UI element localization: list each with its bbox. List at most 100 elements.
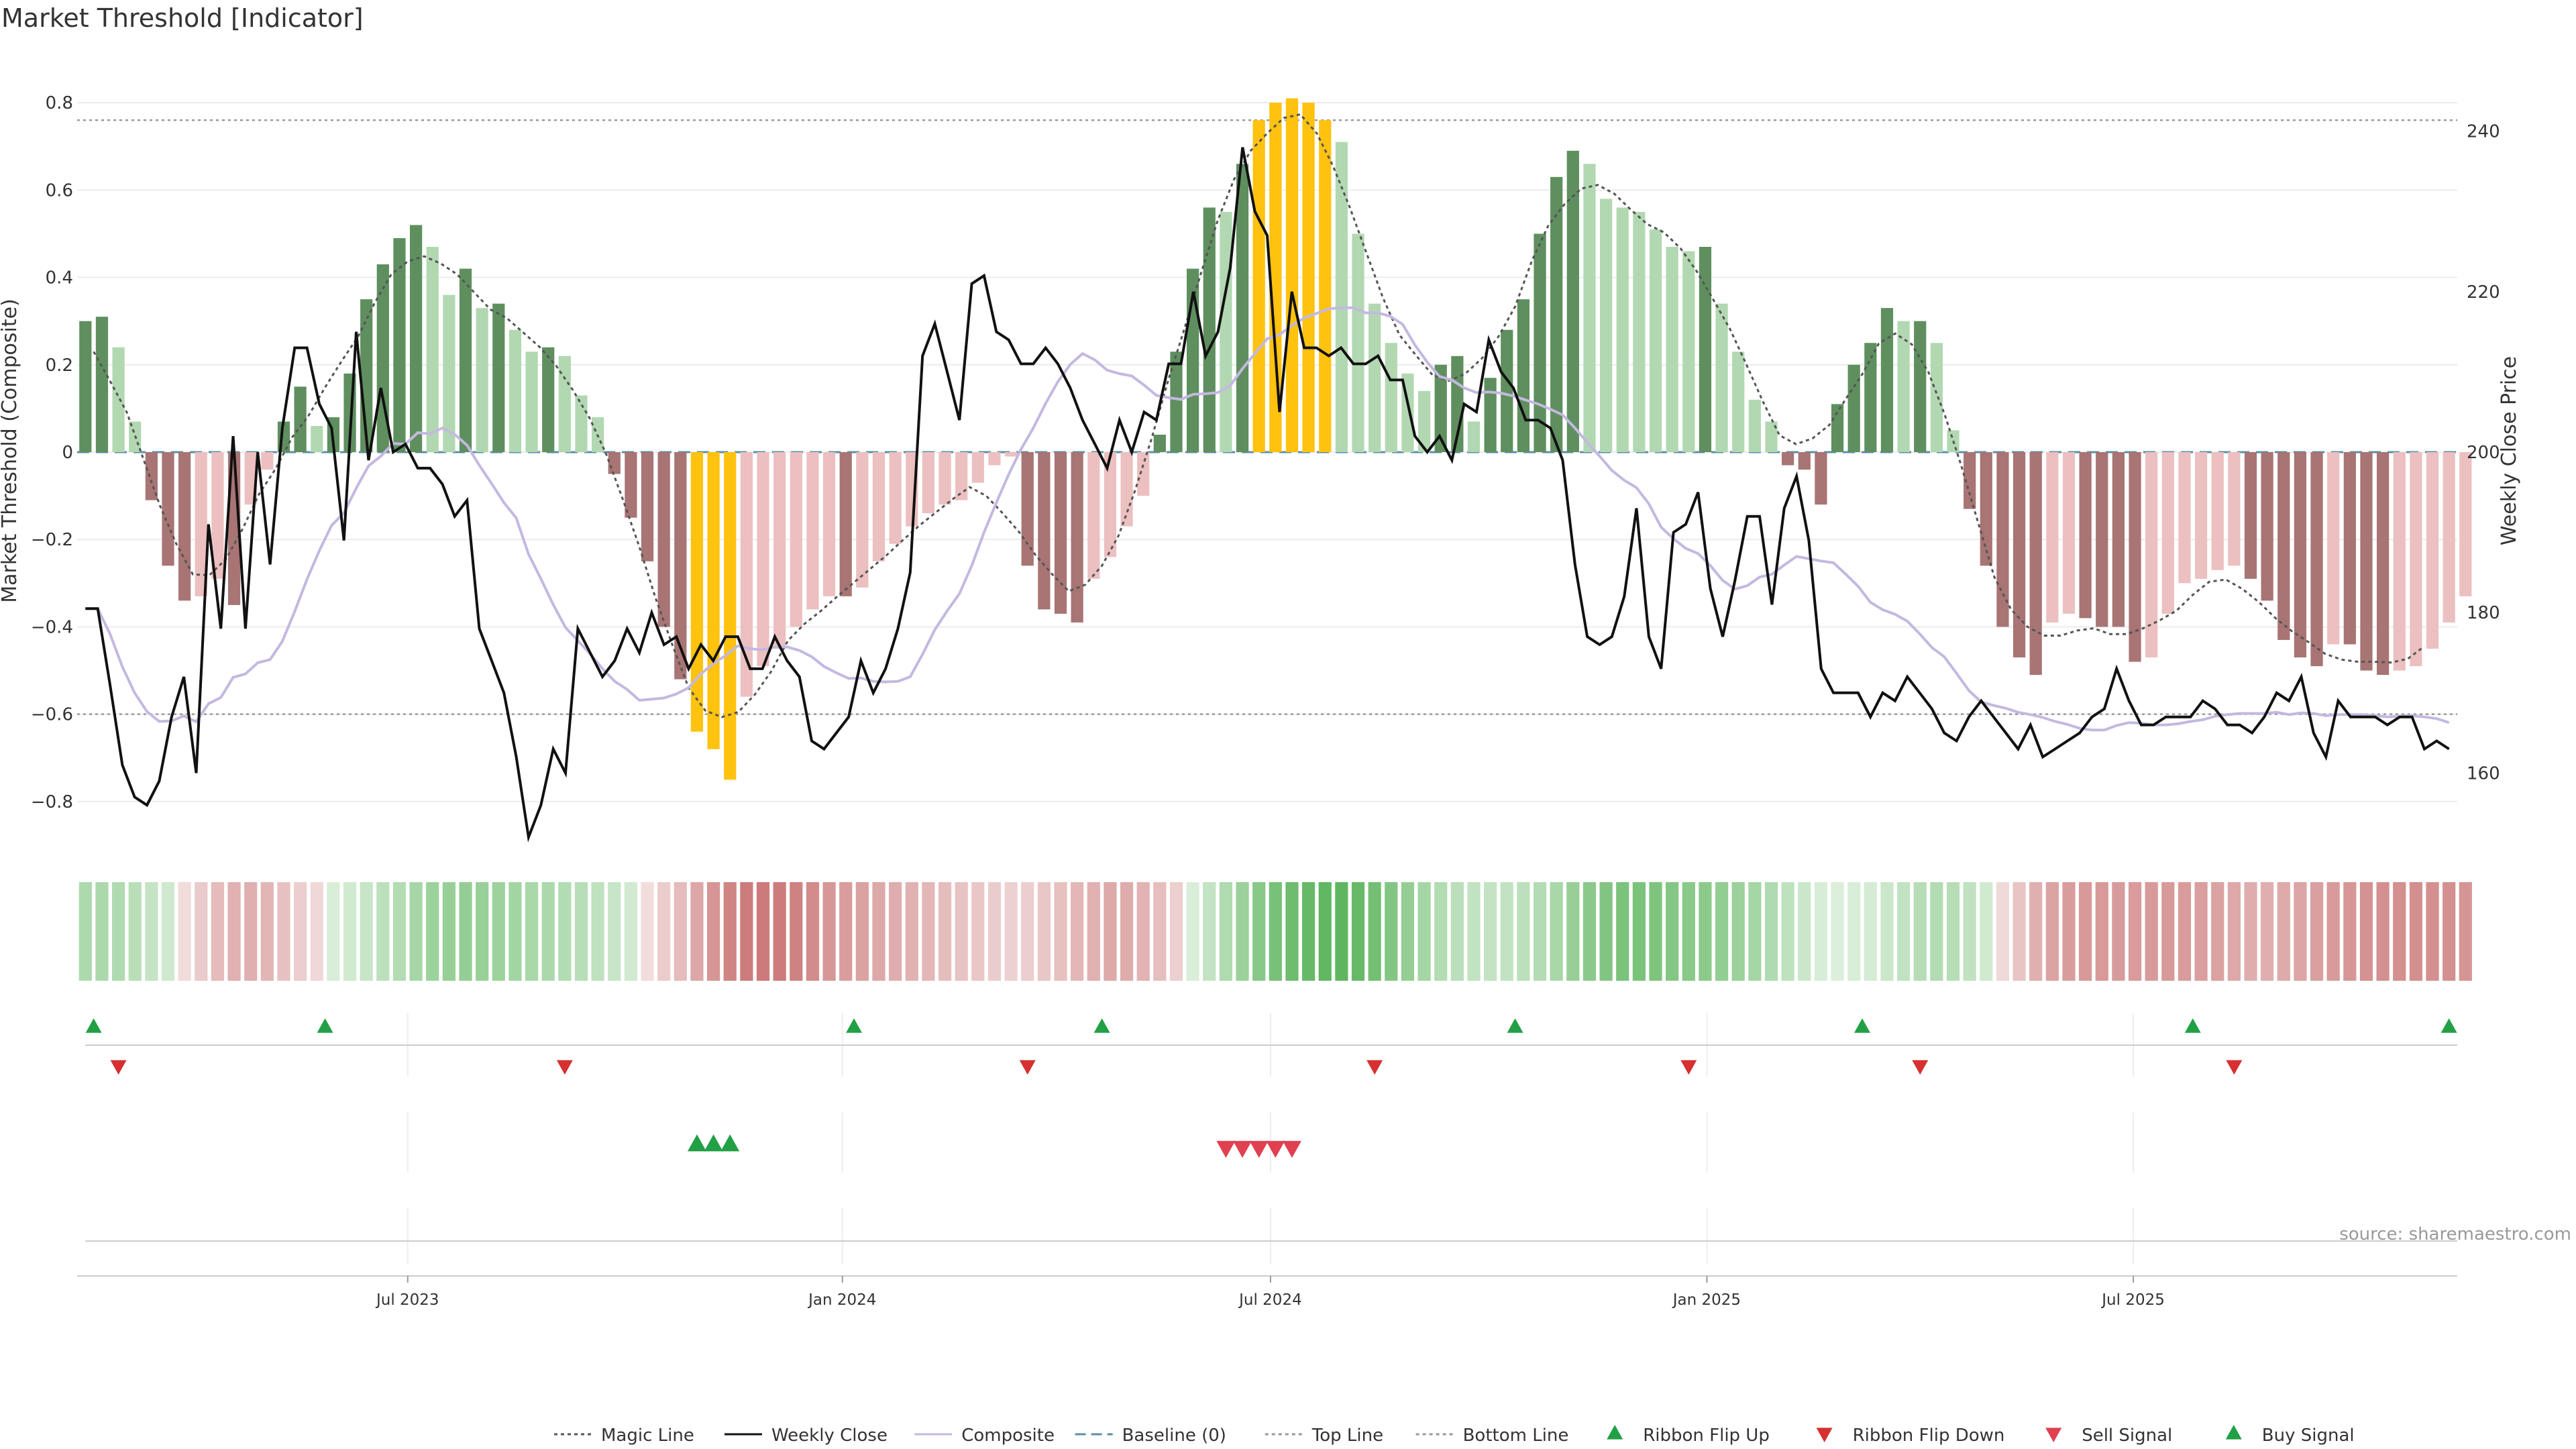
ribbon-cell (2161, 882, 2175, 981)
composite-bar (1831, 404, 1844, 452)
composite-bar (790, 452, 802, 627)
ribbon-cell (1236, 882, 1249, 981)
composite-bar (1798, 452, 1811, 470)
composite-bar (1104, 452, 1117, 557)
legend-label: Weekly Close (771, 1426, 888, 1446)
composite-bar (971, 452, 984, 483)
sell-signal-marker (1233, 1140, 1252, 1158)
ribbon-cell (1467, 882, 1481, 981)
ribbon-cell (1930, 882, 1943, 981)
sell-signal-marker (1216, 1140, 1236, 1158)
ribbon-flip-down-marker (110, 1060, 127, 1075)
ribbon-cell (1368, 882, 1381, 981)
ribbon-cell (987, 882, 1002, 981)
composite-bar (2029, 452, 2042, 676)
y2-tick-label: 160 (2467, 763, 2500, 784)
y-tick-label: −0.8 (31, 792, 73, 812)
ribbon-cell (1385, 882, 1398, 981)
composite-bar (558, 356, 571, 452)
composite-bar (492, 303, 505, 452)
ribbon-cell (806, 882, 820, 981)
legend-label: Composite (961, 1426, 1055, 1446)
ribbon-cell (2244, 882, 2257, 981)
x-tick-label: Jul 2025 (2100, 1291, 2165, 1309)
composite-bar (1203, 207, 1216, 452)
composite-bar (476, 308, 488, 452)
ribbon-flip-down-marker (2226, 1060, 2243, 1075)
composite-bar (1021, 452, 1034, 566)
ribbon-flip-down-marker (1680, 1060, 1697, 1075)
ribbon-cell (1798, 882, 1811, 981)
ribbon-cell (1252, 882, 1266, 981)
legend-entry: Buy Signal (2225, 1425, 2355, 1446)
legend-entry: Baseline (0) (1075, 1426, 1226, 1446)
ribbon-cell (1946, 882, 1960, 981)
ribbon-cell (1434, 882, 1448, 981)
composite-bar (2426, 452, 2439, 649)
ribbon-cell (2012, 882, 2026, 981)
ribbon-cell (723, 882, 737, 981)
composite-bar (95, 317, 109, 452)
ribbon-cell (392, 882, 407, 981)
composite-bar (1996, 452, 2009, 627)
composite-bar (889, 452, 902, 544)
composite-bar (1534, 233, 1546, 452)
ribbon-flip-down-marker (1366, 1060, 1383, 1075)
ribbon-cell (1136, 882, 1150, 981)
composite-bar (1566, 150, 1579, 452)
ribbon-cell (2310, 882, 2324, 981)
ribbon-cell (78, 882, 92, 981)
composite-bar (1302, 103, 1315, 453)
source-note: source: sharemaestro.com (2339, 1224, 2571, 1244)
composite-bar (2410, 452, 2422, 667)
legend-swatch (2225, 1425, 2242, 1440)
composite-bar (2261, 452, 2273, 601)
ribbon-cell (1401, 882, 1415, 981)
composite-bar (2310, 452, 2323, 667)
composite-bar (1269, 103, 1282, 453)
ribbon-cell (1963, 882, 1976, 981)
legend-label: Sell Signal (2082, 1426, 2172, 1446)
ribbon-cell (2227, 882, 2241, 981)
x-tick-label: Jul 2023 (375, 1291, 439, 1309)
ribbon-flip-down-marker (1912, 1060, 1929, 1075)
y-tick-label: 0.8 (46, 93, 73, 113)
buy-signal-marker (687, 1134, 706, 1152)
y-tick-label: 0 (62, 443, 73, 463)
legend-entry: Ribbon Flip Down (1816, 1426, 2004, 1446)
composite-bar (2343, 452, 2356, 645)
ribbon-cell (343, 882, 357, 981)
composite-bar (773, 452, 786, 649)
composite-bar (724, 452, 737, 780)
ribbon-cell (1715, 882, 1729, 981)
legend-entry: Sell Signal (2045, 1426, 2172, 1446)
ribbon-cell (2145, 882, 2158, 981)
ribbon-cell (260, 882, 274, 981)
ribbon-cell (1880, 882, 1894, 981)
ribbon-cell (1071, 882, 1084, 981)
composite-bar (1335, 142, 1348, 452)
ribbon-cell (740, 882, 753, 981)
ribbon-cell (2178, 882, 2192, 981)
legend: Magic Line Weekly Close Composite Baseline … (554, 1425, 2355, 1446)
ribbon-cell (1500, 882, 1513, 981)
legend-swatch (1607, 1425, 1623, 1440)
weekly-close-line (85, 147, 2450, 843)
composite-bar (508, 329, 522, 452)
composite-bar (757, 452, 769, 667)
ribbon-cell (1517, 882, 1530, 981)
composite-bar (1236, 164, 1249, 452)
composite-bar (1748, 399, 1761, 452)
y2-tick-label: 180 (2467, 603, 2500, 623)
composite-bar (657, 452, 670, 627)
ribbon-cell (690, 882, 704, 981)
legend-swatch (1816, 1428, 1833, 1442)
ribbon-flip-up-marker (2184, 1018, 2201, 1033)
legend-entry: Magic Line (554, 1426, 694, 1446)
composite-bar (2211, 452, 2224, 570)
composite-bar (1980, 452, 1992, 566)
composite-bar (674, 452, 687, 680)
composite-bar (625, 452, 637, 518)
composite-bar (542, 347, 555, 452)
composite-bar (1319, 120, 1332, 452)
